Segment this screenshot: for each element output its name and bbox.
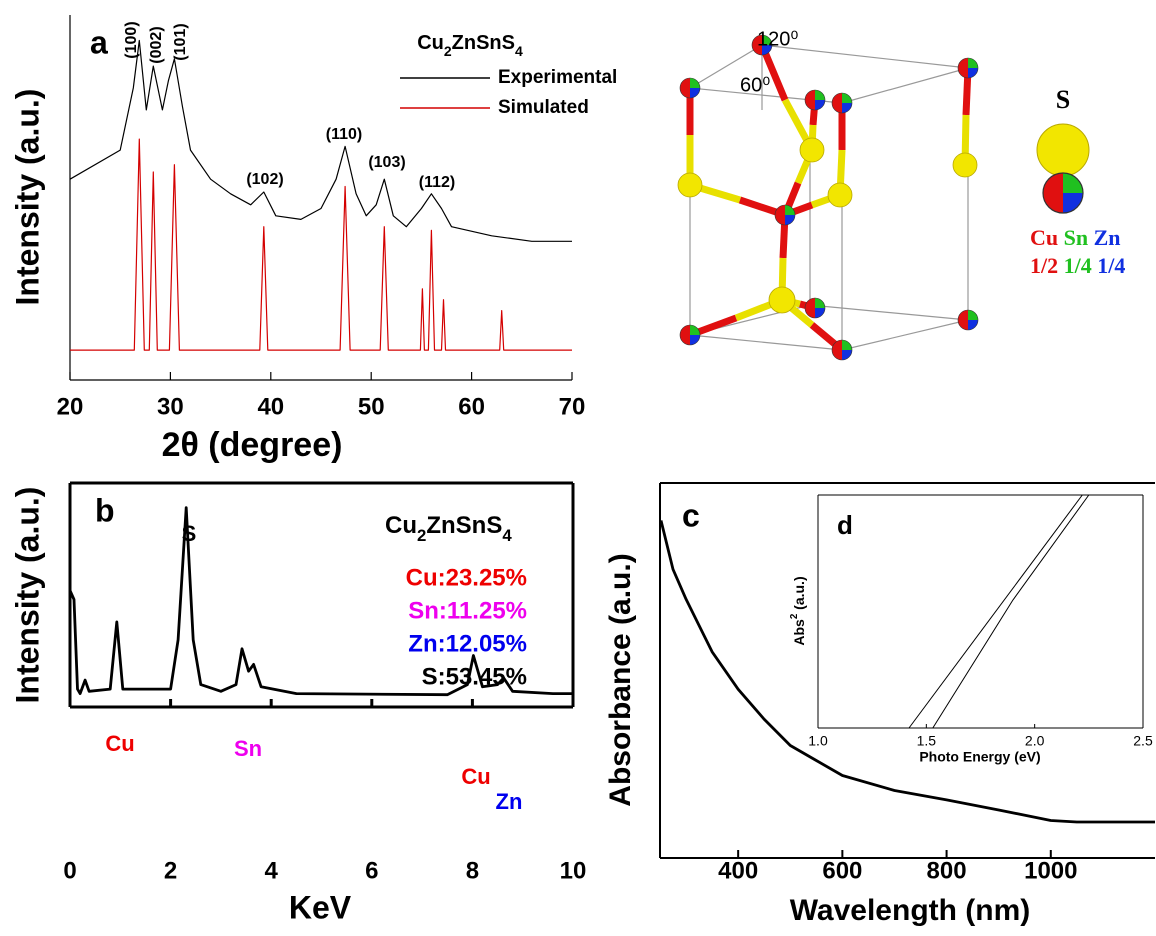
fraction: 1/2 (1030, 253, 1058, 278)
fraction: 1/4 (1064, 253, 1092, 278)
x-axis-label: KeV (289, 889, 352, 925)
panel-label: b (95, 492, 115, 528)
annotation: Cu (461, 764, 490, 789)
x-axis-label: Wavelength (nm) (790, 894, 1031, 927)
legend-metal (1043, 173, 1083, 213)
x-tick-label: 400 (718, 857, 758, 884)
panel-b: 0 2 4 6 8 10 b KeV Intensity (a.u.) Cu2ZnSnS4 Cu:2… (9, 483, 586, 925)
panel-label: a (90, 24, 108, 60)
annotation: Sn (234, 736, 262, 761)
x-tick-label: 4 (265, 857, 279, 884)
panel-label: c (682, 497, 700, 533)
annotation: (103) (368, 154, 405, 171)
annotation: (110) (326, 126, 362, 143)
y-axis-label: Intensity (a.u.) (9, 89, 45, 306)
annotation: Zn (496, 789, 523, 814)
element: Sn (1064, 225, 1088, 250)
x-tick-label: 2.0 (1025, 733, 1045, 749)
x-tick-label: 8 (466, 857, 479, 884)
y-axis-label: Absorbance (a.u.) (604, 553, 637, 806)
annotation: (002) (148, 26, 165, 63)
y-axis-label: Intensity (a.u.) (9, 487, 45, 704)
x-axis-label: 2θ (degree) (162, 426, 343, 464)
panel-a: 20 30 40 50 60 70 a 2θ (degree) Intensity (a.u.)… (9, 15, 617, 464)
legend-sulfur (1037, 124, 1089, 176)
annotation: (112) (419, 174, 455, 191)
panel-d: 1.0 1.5 2.0 2.5 d Photo Energy (eV) Abs2 (a.u.… (789, 495, 1153, 765)
sulfur-atoms (678, 138, 977, 313)
x-tick-label: 70 (559, 393, 586, 420)
fraction-labels: 1/2 1/4 1/4 (1030, 253, 1125, 278)
annotation: (100) (123, 21, 140, 58)
annotation: (101) (172, 23, 189, 60)
inset-background (818, 495, 1143, 728)
x-tick-label: 20 (57, 393, 84, 420)
fraction: 1/4 (1097, 253, 1125, 278)
legend-title: Cu2ZnSnS4 (417, 32, 523, 58)
annotation: Cu (105, 731, 134, 756)
curve (70, 41, 572, 242)
element: Zn (1094, 225, 1121, 250)
x-tick-label: 600 (822, 857, 862, 884)
annotation: (102) (246, 171, 283, 188)
x-tick-label: 1.5 (917, 733, 937, 749)
angle-label: 120⁰ (757, 28, 798, 50)
annotation: S:53.45% (422, 663, 527, 690)
x-tick-label: 60 (458, 393, 485, 420)
x-tick-label: 10 (560, 857, 587, 884)
x-tick-label: 40 (257, 393, 284, 420)
angle-label: 60⁰ (740, 74, 770, 96)
annotation: Zn:12.05% (408, 630, 527, 657)
element-labels: Cu Sn Zn (1030, 225, 1121, 250)
x-tick-label: 30 (157, 393, 184, 420)
x-tick-label: 800 (927, 857, 967, 884)
curve (70, 139, 572, 350)
element: Cu (1030, 225, 1058, 250)
x-tick-label: 0 (63, 857, 76, 884)
figure: 120⁰ 60⁰ S Cu Sn Zn 1/2 1/4 1/4 20304050… (0, 0, 1156, 936)
annotation: S (182, 521, 197, 546)
x-tick-label: 50 (358, 393, 385, 420)
legend-atom-label: S (1056, 85, 1070, 114)
y-axis-label: Abs2 (a.u.) (789, 576, 807, 645)
annotation: Cu:23.25% (406, 564, 527, 591)
x-tick-label: 6 (365, 857, 378, 884)
x-tick-label: 1.0 (808, 733, 828, 749)
annotation: Cu2ZnSnS4 (385, 512, 512, 545)
annotation: Sn:11.25% (408, 597, 527, 624)
legend-label: Experimental (498, 67, 617, 88)
x-tick-label: 1000 (1024, 857, 1077, 884)
crystal-structure: 120⁰ 60⁰ S Cu Sn Zn 1/2 1/4 1/4 (678, 28, 1125, 360)
x-tick-label: 2 (164, 857, 177, 884)
x-tick-label: 2.5 (1133, 733, 1153, 749)
x-axis-label: Photo Energy (eV) (919, 749, 1040, 765)
legend-label: Simulated (498, 97, 589, 118)
panel-label: d (837, 510, 853, 540)
